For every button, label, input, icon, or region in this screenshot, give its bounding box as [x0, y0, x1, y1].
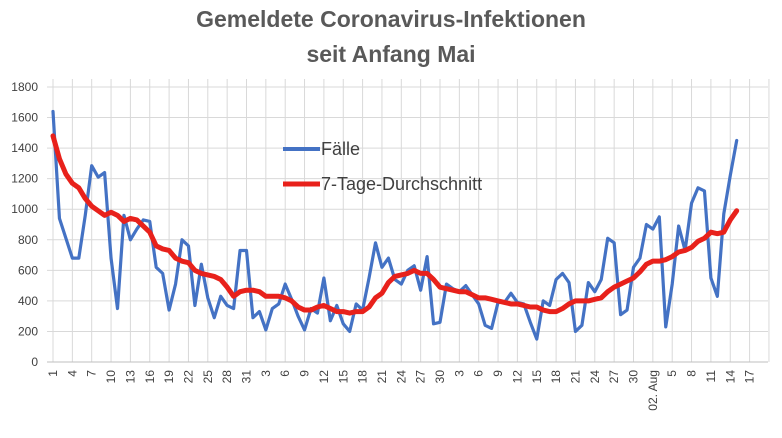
y-tick-labels: 0 200 400 600 800 1000 1200 1400 1600 1800 — [11, 80, 38, 369]
x-tick-label: 24 — [588, 370, 602, 384]
x-tick-label: 12 — [510, 370, 524, 384]
x-tick-label: 22 — [181, 370, 195, 384]
y-tick-label: 200 — [18, 324, 38, 338]
x-tick-label: 3 — [452, 370, 466, 377]
y-tick-label: 1600 — [11, 111, 38, 125]
y-tick-label: 1200 — [11, 172, 38, 186]
x-tick-label: 17 — [743, 370, 757, 384]
x-tick-label: 11 — [704, 370, 718, 383]
y-tick-label: 0 — [31, 355, 38, 369]
x-tick-label: 15 — [530, 370, 544, 384]
x-tick-label: 18 — [356, 370, 370, 384]
x-tick-label: 25 — [201, 370, 215, 384]
x-tick-label: 18 — [549, 370, 563, 384]
x-tick-label: 6 — [472, 370, 486, 377]
x-tick-label: 27 — [607, 370, 621, 384]
x-tick-labels: 1 4 7 10 13 16 19 22 25 28 31 3 6 9 12 15 18 21 24 27 30 3 6 9 1… — [46, 370, 757, 411]
series-lines — [50, 109, 740, 341]
y-tick-label: 1000 — [11, 202, 38, 216]
x-tick-label: 13 — [123, 370, 137, 384]
x-tick-label: 28 — [220, 370, 234, 384]
x-tick-label: 27 — [414, 370, 428, 384]
x-tick-label: 8 — [685, 370, 699, 377]
x-tick-label: 21 — [568, 370, 582, 384]
gridlines — [47, 79, 770, 362]
legend: Fälle 7-Tage-Durchschnitt — [283, 139, 482, 194]
y-tick-label: 800 — [18, 233, 38, 247]
x-tick-label: 30 — [433, 370, 447, 384]
x-tick-label: 24 — [394, 370, 408, 384]
y-tick-label: 1400 — [11, 141, 38, 155]
y-tick-label: 400 — [18, 294, 38, 308]
x-tick-label: 1 — [46, 370, 60, 377]
legend-label-faelle: Fälle — [321, 139, 360, 159]
x-tick-label: 15 — [336, 370, 350, 384]
legend-label-avg: 7-Tage-Durchschnitt — [321, 174, 482, 194]
x-tick-label: 9 — [298, 370, 312, 377]
x-tick-label: 7 — [85, 370, 99, 377]
x-tick-label: 5 — [665, 370, 679, 377]
series-line-avg — [50, 133, 740, 316]
y-tick-label: 1800 — [11, 80, 38, 94]
chart-title: Gemeldete Coronavirus-Infektionen — [196, 6, 586, 32]
chart-subtitle: seit Anfang Mai — [306, 41, 475, 67]
series-line-faelle — [51, 109, 739, 341]
x-tick-label: 12 — [317, 370, 331, 384]
x-tick-label: 19 — [162, 370, 176, 384]
x-tick-label: 21 — [375, 370, 389, 384]
y-tick-label: 600 — [18, 263, 38, 277]
x-tick-label: 9 — [491, 370, 505, 377]
x-tick-label: 6 — [278, 370, 292, 377]
x-tick-label: 4 — [65, 370, 79, 377]
x-tick-label: 16 — [143, 370, 157, 384]
x-tick-label: 3 — [259, 370, 273, 377]
x-tick-label: 02. Aug — [646, 370, 660, 411]
x-tick-label: 10 — [104, 370, 118, 384]
x-tick-label: 30 — [627, 370, 641, 384]
x-tick-label: 14 — [723, 370, 737, 384]
x-tick-label: 31 — [240, 370, 254, 384]
